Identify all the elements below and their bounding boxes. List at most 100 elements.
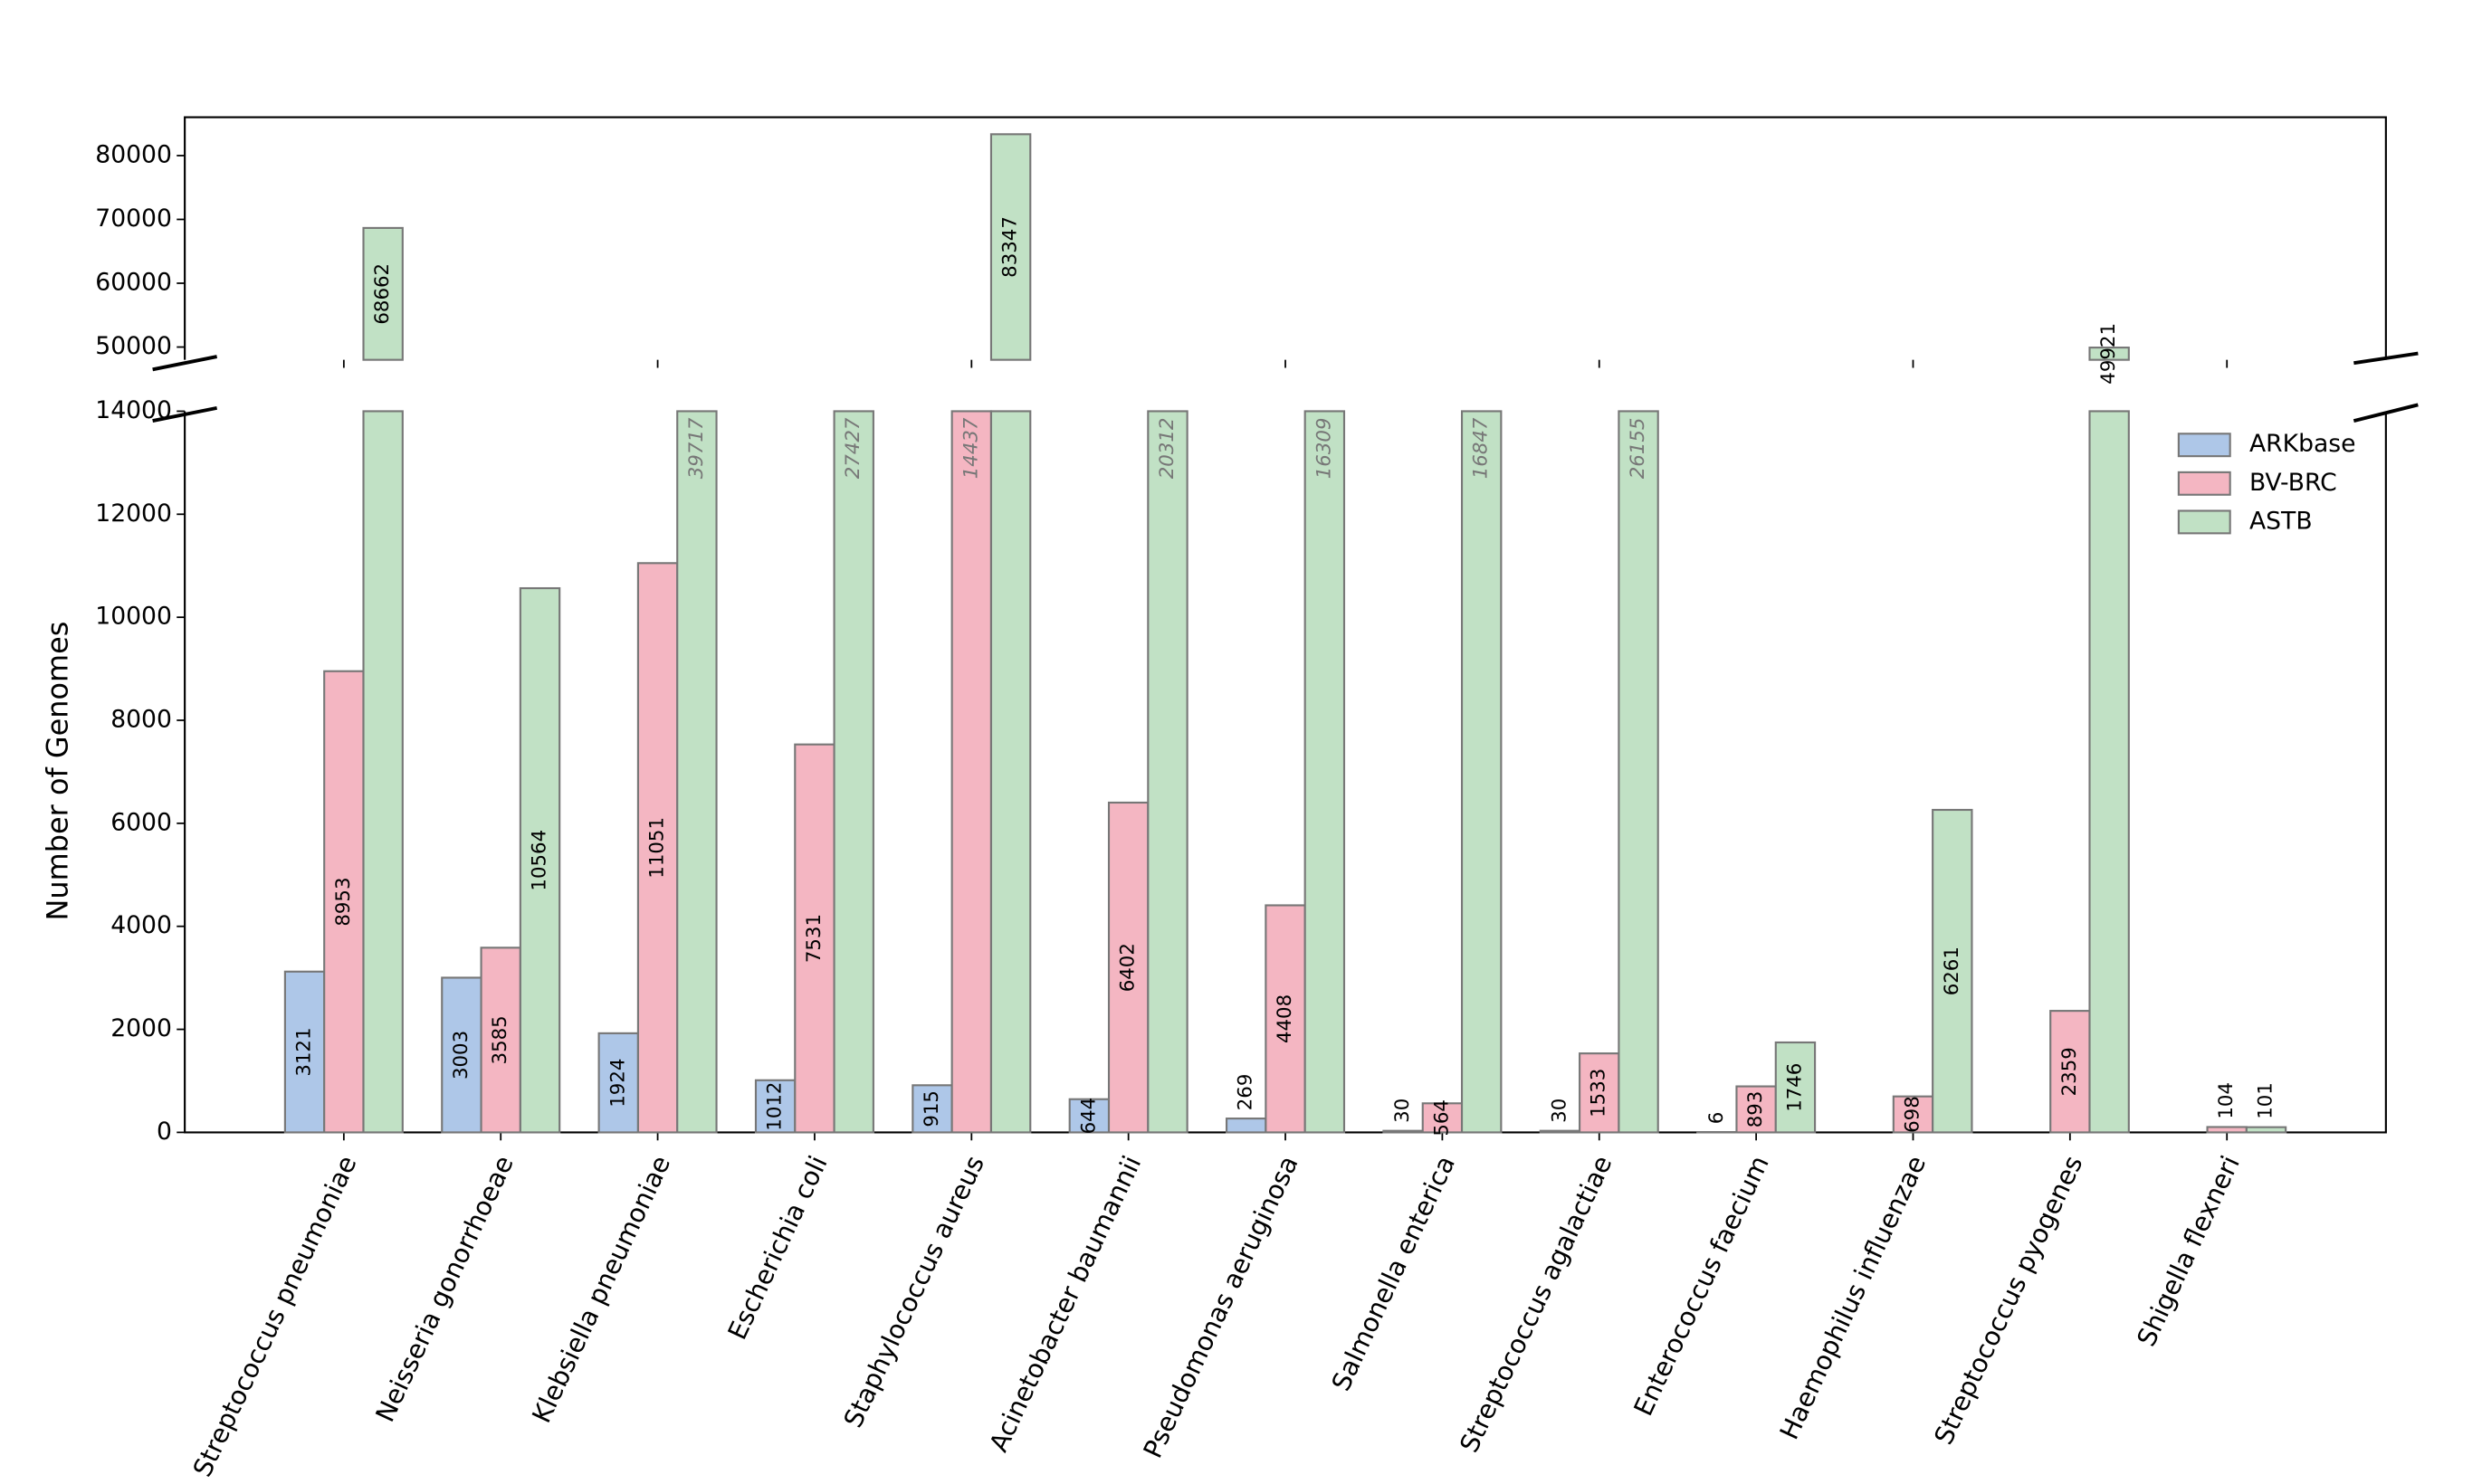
value-label: 11051	[646, 817, 669, 879]
bar	[1068, 1098, 1111, 1134]
bar	[2088, 410, 2130, 1134]
y-tick-label: 8000	[110, 705, 172, 733]
value-label: 26155	[1627, 418, 1649, 480]
bar	[1892, 1095, 1934, 1134]
value-label: 7531	[803, 914, 826, 963]
value-label: 6	[1705, 1112, 1728, 1125]
x-tick-label: Streptococcus agalactiae	[1454, 1151, 1618, 1457]
legend-label: BV-BRC	[2249, 469, 2337, 497]
bar	[1539, 1129, 1581, 1134]
bar	[1303, 410, 1346, 1134]
value-label: 104	[2215, 1082, 2238, 1119]
y-tick-label: 10000	[95, 603, 172, 631]
bar	[519, 586, 561, 1134]
value-label: 39717	[685, 417, 708, 479]
value-label: 893	[1744, 1091, 1767, 1128]
bar	[1460, 410, 1503, 1134]
value-label: 1533	[1588, 1069, 1610, 1118]
value-label: 16847	[1470, 417, 1493, 479]
legend-swatch	[2177, 471, 2231, 496]
y-tick-label: 50000	[95, 332, 172, 360]
value-label: 564	[1430, 1099, 1453, 1137]
x-tick-label: Haemophilus influenzae	[1774, 1151, 1932, 1444]
y-tick-label: 80000	[95, 140, 172, 168]
bar	[597, 1032, 639, 1134]
y-tick-label: 0	[157, 1118, 172, 1146]
value-label: 3121	[293, 1027, 316, 1076]
value-label: 83347	[999, 216, 1022, 278]
bar	[1421, 1102, 1464, 1134]
legend-swatch	[2177, 433, 2231, 458]
bar	[362, 226, 404, 361]
value-label: 8953	[332, 877, 355, 926]
axis-break	[152, 355, 218, 372]
bar	[1932, 808, 1973, 1134]
value-label: 20312	[1156, 418, 1179, 480]
x-tick-label: Shigella flexneri	[2132, 1151, 2246, 1351]
value-label: 30	[1391, 1099, 1414, 1123]
legend-label: ARKbase	[2249, 430, 2356, 458]
y-tick-label: 14000	[95, 396, 172, 424]
value-label: 698	[1901, 1096, 1924, 1133]
x-tick-label: Streptococcus pyogenes	[1929, 1151, 2089, 1449]
bar	[2088, 347, 2130, 361]
value-label: 1746	[1783, 1063, 1806, 1112]
y-axis-label: Number of Genomes	[41, 622, 75, 921]
bar	[794, 743, 835, 1134]
value-label: 16309	[1313, 418, 1335, 480]
bar	[2206, 1126, 2248, 1134]
value-label: 1012	[764, 1082, 787, 1131]
x-tick-label: Pseudomonas aeruginosa	[1138, 1151, 1304, 1462]
x-tick-label: Staphylococcus aureus	[838, 1151, 990, 1432]
axis-break	[2353, 351, 2419, 366]
bar	[1265, 904, 1306, 1134]
bar	[636, 562, 679, 1134]
bar	[1225, 1118, 1267, 1134]
top-axis-frame	[184, 116, 2387, 360]
value-label: 10564	[529, 830, 551, 891]
y-tick-label: 6000	[110, 808, 172, 836]
x-tick-label: Neisseria gonorrhoeae	[370, 1151, 520, 1426]
value-label: 6402	[1117, 943, 1140, 992]
bar	[323, 670, 365, 1134]
bar	[676, 410, 718, 1134]
value-label: 4408	[1274, 994, 1296, 1043]
bar	[1618, 410, 1659, 1134]
x-tick-label: Salmonella enterica	[1326, 1151, 1461, 1395]
value-label: 68662	[371, 263, 394, 325]
axis-break	[2353, 403, 2419, 423]
bar	[1147, 410, 1188, 1134]
value-label: 27427	[842, 417, 864, 479]
value-label: 14437	[959, 417, 982, 479]
bar	[362, 410, 404, 1134]
value-label: 30	[1548, 1099, 1570, 1123]
legend-label: ASTB	[2249, 507, 2313, 535]
y-tick-label: 70000	[95, 205, 172, 233]
value-label: 2359	[2058, 1047, 2081, 1096]
legend-swatch	[2177, 509, 2231, 535]
bar	[950, 410, 993, 1134]
bar	[833, 410, 874, 1134]
bar	[283, 970, 326, 1134]
axis-break	[152, 405, 218, 423]
bar	[1735, 1085, 1777, 1134]
bar	[989, 133, 1032, 361]
x-tick-label: Acinetobacter baumannii	[984, 1151, 1148, 1456]
x-tick-label: Streptococcus pneumoniae	[187, 1151, 363, 1481]
value-label: 3585	[489, 1015, 511, 1064]
bar	[989, 410, 1032, 1134]
value-label: 101	[2255, 1082, 2277, 1119]
bar	[1579, 1052, 1620, 1134]
value-label: 915	[921, 1090, 943, 1127]
x-tick-label: Klebsiella pneumoniae	[527, 1151, 677, 1427]
bar	[2245, 1126, 2287, 1134]
x-tick-label: Escherichia coli	[722, 1151, 834, 1344]
bar	[1382, 1129, 1424, 1134]
value-label: 3003	[450, 1031, 473, 1080]
bar	[1107, 801, 1150, 1134]
value-label: 6261	[1941, 947, 1963, 995]
value-label: 269	[1235, 1074, 1257, 1111]
bar	[1774, 1041, 1817, 1134]
